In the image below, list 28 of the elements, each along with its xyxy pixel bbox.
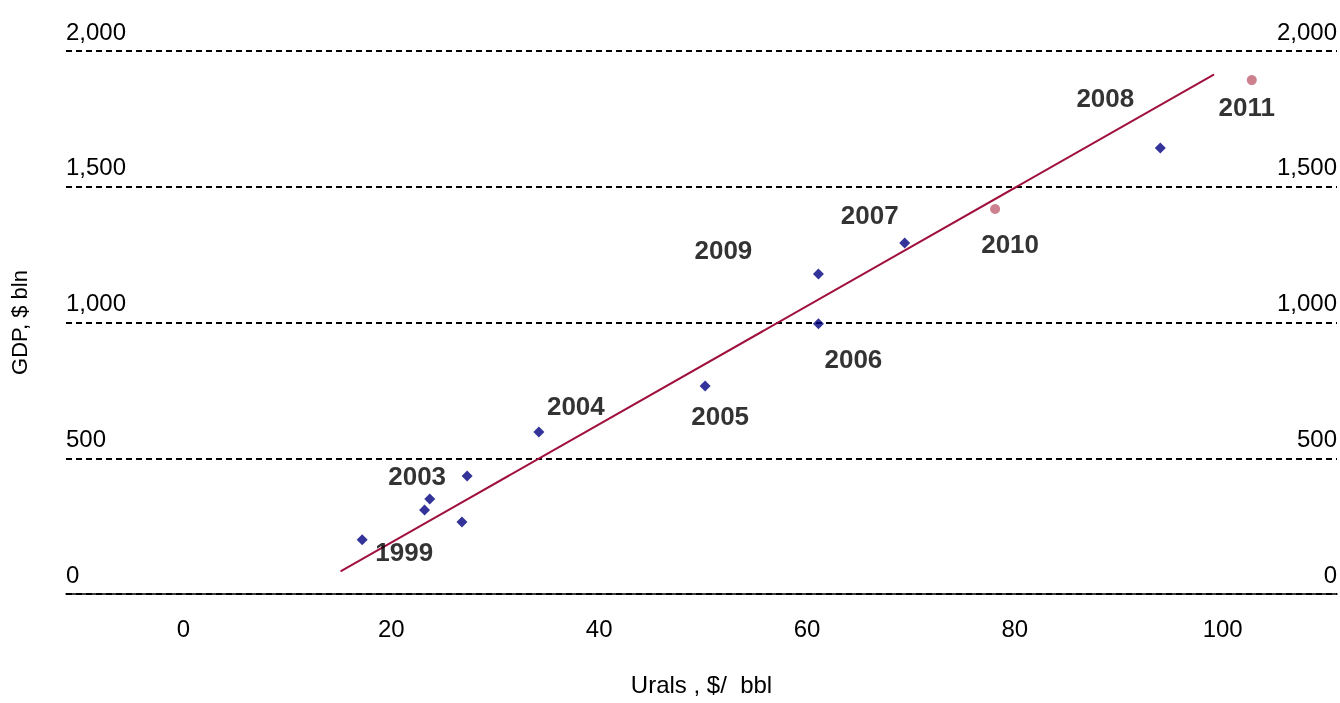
- x-tick-label: 0: [176, 614, 191, 642]
- x-tick-label: 20: [377, 614, 405, 642]
- y-tick-label: 1,000: [66, 289, 127, 316]
- annotation: 2011: [1218, 92, 1275, 123]
- y-tick-label: 1,500: [66, 153, 127, 181]
- x-tick-label: 100: [1202, 614, 1243, 642]
- annotation: 2008: [1076, 82, 1135, 113]
- annotation: 2003: [388, 460, 447, 491]
- annotation: 2007: [840, 199, 899, 230]
- y-tick-label: 2,000: [66, 17, 127, 45]
- annotation: 1999: [375, 536, 434, 567]
- x-tick-label: 60: [793, 614, 821, 642]
- x-axis-title: Urals , $/ bbl: [630, 670, 773, 698]
- y-axis-title: GDP, $ bln: [6, 270, 32, 375]
- y2-tick-label: 0: [1323, 560, 1337, 588]
- y2-tick-label: 1,000: [1276, 289, 1337, 316]
- y-tick-label: 500: [66, 424, 107, 452]
- y2-tick-label: 2,000: [1276, 17, 1337, 45]
- x-tick-label: 40: [585, 614, 613, 642]
- y2-tick-label: 1,500: [1276, 153, 1337, 181]
- y2-tick-label: 500: [1296, 424, 1337, 452]
- annotation: 2005: [691, 401, 750, 432]
- annotation: 2006: [824, 343, 883, 374]
- x-tick-label: 80: [1001, 614, 1029, 642]
- annotation: 2010: [981, 229, 1040, 260]
- annotation: 2004: [546, 390, 606, 421]
- annotation: 2009: [694, 234, 753, 265]
- y-tick-label: 0: [66, 560, 80, 588]
